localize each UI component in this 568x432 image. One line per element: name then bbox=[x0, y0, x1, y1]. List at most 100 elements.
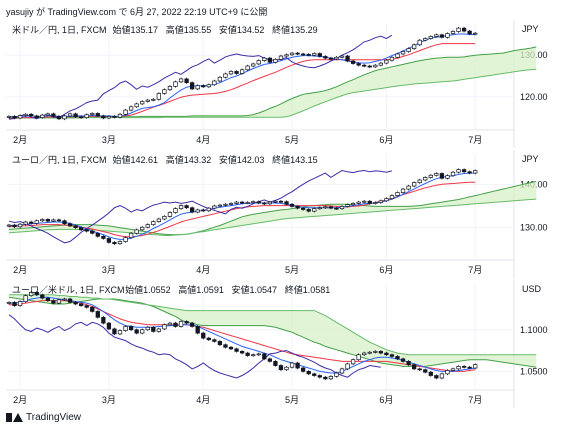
candle-body bbox=[473, 32, 478, 35]
candle bbox=[400, 187, 406, 194]
candle bbox=[67, 297, 73, 304]
candle bbox=[473, 363, 478, 370]
candle-body bbox=[151, 98, 156, 101]
candle-body bbox=[373, 202, 378, 204]
candle bbox=[312, 52, 317, 57]
candle bbox=[6, 223, 12, 228]
candle-body bbox=[62, 115, 67, 120]
candle bbox=[34, 114, 39, 119]
candle bbox=[106, 321, 112, 331]
candle bbox=[29, 291, 34, 297]
candle-body bbox=[445, 33, 450, 38]
candle-body bbox=[473, 364, 478, 369]
candle bbox=[328, 56, 334, 61]
candle-body bbox=[251, 354, 256, 357]
candle-body bbox=[84, 114, 89, 118]
candle bbox=[378, 61, 383, 67]
candle-body bbox=[400, 188, 406, 193]
candle-body bbox=[29, 113, 34, 117]
candle-body bbox=[384, 59, 389, 64]
candle bbox=[467, 365, 472, 370]
candle bbox=[195, 325, 200, 335]
candle bbox=[201, 331, 206, 340]
candle-body bbox=[184, 321, 189, 324]
candle-body bbox=[406, 48, 411, 52]
candle-body bbox=[450, 31, 456, 34]
candle-body bbox=[134, 229, 139, 234]
candle bbox=[56, 298, 62, 305]
brand-footer[interactable]: TradingView bbox=[6, 412, 81, 423]
candle bbox=[423, 176, 428, 182]
panel-eurusd[interactable]: 1.0500 1.1000 USD 2月 3月 4月 5月 6月 7月 ユーロ／米ドル, 1日, … bbox=[6, 280, 562, 408]
candle bbox=[267, 200, 272, 206]
candle-body bbox=[317, 207, 322, 210]
candle bbox=[445, 32, 450, 39]
candle bbox=[162, 215, 167, 221]
candle bbox=[112, 115, 117, 119]
candle-body bbox=[29, 221, 34, 224]
candle bbox=[173, 80, 178, 88]
candle bbox=[289, 51, 295, 57]
candle bbox=[101, 316, 106, 325]
candle bbox=[412, 43, 417, 50]
tradingview-logo-icon bbox=[6, 413, 23, 422]
candle-body bbox=[301, 207, 306, 210]
candle-body bbox=[56, 116, 62, 120]
candle bbox=[456, 168, 461, 174]
candle bbox=[95, 112, 100, 118]
candle-body bbox=[162, 216, 167, 220]
candle-body bbox=[267, 57, 272, 63]
candle-body bbox=[312, 373, 317, 376]
candle bbox=[78, 226, 84, 232]
candle-body bbox=[362, 352, 367, 356]
candle-body bbox=[395, 192, 400, 196]
candle bbox=[145, 326, 150, 332]
candle-body bbox=[84, 229, 89, 232]
candle-body bbox=[67, 223, 73, 227]
candle bbox=[456, 365, 461, 371]
candle-body bbox=[212, 80, 217, 86]
candle-body bbox=[362, 64, 367, 67]
leading-span-b bbox=[9, 68, 537, 119]
candle bbox=[190, 206, 195, 214]
candle-body bbox=[173, 322, 178, 327]
candle bbox=[450, 367, 456, 372]
candle-body bbox=[289, 52, 295, 56]
candle-body bbox=[251, 201, 256, 204]
candle-body bbox=[78, 116, 84, 119]
ohlc-low: 安値142.03 bbox=[219, 154, 265, 165]
candle-body bbox=[178, 205, 184, 209]
candle-body bbox=[106, 322, 112, 330]
candle-body bbox=[212, 339, 217, 342]
candle bbox=[23, 113, 28, 117]
y-tick-label: 120.00 bbox=[520, 92, 548, 102]
eurusd-chart[interactable]: 1.0500 1.1000 USD 2月 3月 4月 5月 6月 7月 ユーロ／米ドル, 1日, … bbox=[6, 280, 562, 408]
candle-body bbox=[239, 351, 245, 354]
candle bbox=[273, 58, 278, 64]
candle-body bbox=[267, 358, 272, 362]
candle-body bbox=[67, 113, 73, 117]
lagging-span bbox=[8, 34, 393, 120]
candle bbox=[90, 112, 95, 116]
candle-body bbox=[56, 219, 62, 222]
candle bbox=[328, 375, 334, 381]
candle-body bbox=[90, 230, 95, 234]
ohlc-open: 始値1.0552 bbox=[125, 284, 171, 295]
candle-body bbox=[128, 106, 134, 111]
candle bbox=[251, 353, 256, 357]
candle-body bbox=[123, 109, 128, 115]
candle bbox=[356, 62, 361, 67]
candle bbox=[417, 178, 422, 184]
candle bbox=[273, 199, 278, 204]
candle bbox=[323, 205, 328, 209]
candle-body bbox=[456, 27, 461, 32]
candle-body bbox=[45, 219, 50, 222]
candle-body bbox=[461, 27, 467, 32]
candle-body bbox=[78, 303, 84, 306]
candle-body bbox=[434, 173, 439, 176]
candle-body bbox=[312, 208, 317, 212]
